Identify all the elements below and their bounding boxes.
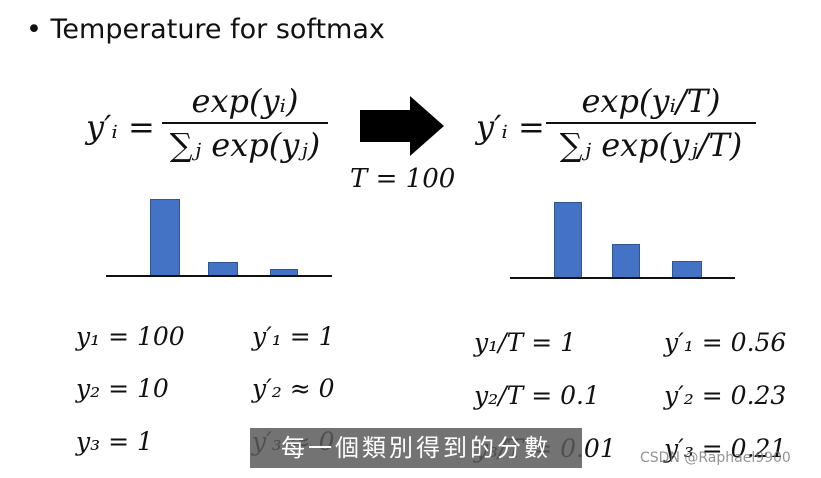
equation: y₂/T = 0.1	[474, 381, 600, 410]
baseline	[106, 275, 332, 277]
equation: y′₂ ≈ 0	[252, 374, 335, 403]
equation: y₂ = 10	[76, 374, 169, 403]
equation: y′₁ = 0.56	[664, 328, 787, 357]
baseline	[510, 277, 735, 279]
watermark: CSDN @Raphael9900	[640, 450, 791, 466]
equation: y₁ = 100	[76, 322, 185, 351]
title: Temperature for softmax	[50, 14, 385, 45]
fraction-line	[162, 122, 328, 124]
bar	[672, 261, 702, 278]
equation: y′₁ = 1	[252, 322, 335, 351]
equation: y₃ = 1	[76, 427, 153, 456]
arrow	[360, 96, 444, 156]
bar	[612, 244, 640, 278]
right-lhs: y′ᵢ =	[476, 108, 545, 146]
left-fraction: exp(yᵢ) ∑ⱼ exp(yⱼ)	[162, 82, 328, 164]
bar	[554, 202, 582, 278]
right-fraction: exp(yᵢ/T) ∑ⱼ exp(yⱼ/T)	[546, 82, 756, 164]
right-numerator: exp(yᵢ/T)	[581, 82, 721, 120]
left-numerator: exp(yᵢ)	[191, 82, 299, 120]
right-denominator: ∑ⱼ exp(yⱼ/T)	[559, 126, 743, 164]
equation: y′₃ = 0.21	[664, 434, 787, 463]
fraction-line	[546, 122, 756, 124]
arrow-label: T = 100	[350, 164, 456, 194]
left-lhs: y′ᵢ =	[86, 108, 155, 146]
bar	[208, 262, 238, 276]
equation: y₁/T = 1	[474, 328, 576, 357]
arrow-shape	[360, 96, 444, 156]
bar	[150, 199, 180, 276]
caption: 每一個類別得到的分數	[250, 428, 582, 468]
title-row: • Temperature for softmax	[26, 14, 385, 45]
left-denominator: ∑ⱼ exp(yⱼ)	[169, 126, 321, 164]
equation: y′₂ = 0.23	[664, 381, 787, 410]
